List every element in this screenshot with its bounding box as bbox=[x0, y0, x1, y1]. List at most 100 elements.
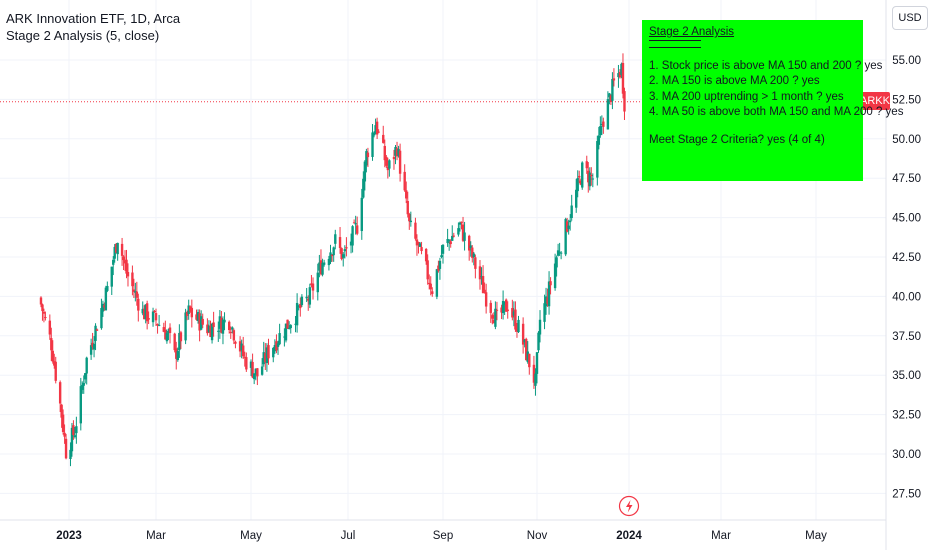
note-title: Stage 2 Analysis bbox=[649, 26, 735, 38]
candle-body bbox=[164, 330, 167, 340]
note-line-1: 1. Stock price is above MA 150 and 200 ?… bbox=[649, 59, 883, 72]
candle-body bbox=[537, 332, 540, 351]
indicator-label[interactable]: Stage 2 Analysis (5, close) bbox=[6, 28, 160, 43]
candle-body bbox=[617, 73, 620, 78]
candle-body bbox=[618, 71, 622, 78]
candle-body bbox=[310, 283, 313, 286]
candle-body bbox=[276, 343, 280, 347]
stage2-analysis-note[interactable]: Stage 2 Analysis 1. Stock price is above… bbox=[642, 20, 903, 181]
price-axis[interactable]: 27.50 30.00 32.50 35.00 37.50 40.00 42.50 45.00… bbox=[892, 55, 921, 500]
candle-body bbox=[349, 241, 353, 246]
candle-body bbox=[596, 141, 599, 178]
candle-body bbox=[254, 368, 257, 375]
candle-body bbox=[398, 150, 402, 174]
candle-body bbox=[273, 345, 277, 352]
candle-body bbox=[512, 311, 516, 316]
candle-body bbox=[591, 178, 595, 180]
candle-body bbox=[429, 283, 432, 290]
candle-body bbox=[525, 338, 528, 361]
candle-body bbox=[447, 240, 451, 242]
candle-body bbox=[461, 224, 465, 241]
candle-body bbox=[467, 235, 471, 251]
candle-body bbox=[251, 361, 254, 378]
price-tick-label: 42.50 bbox=[892, 252, 921, 264]
chart-legend: ARK Innovation ETF, 1D, Arca Stage 2 Ana… bbox=[6, 10, 180, 44]
candle-body bbox=[316, 272, 319, 293]
note-line-2: 2. MA 150 is above MA 200 ? yes bbox=[649, 75, 820, 88]
candle-body bbox=[231, 327, 234, 330]
candle-body bbox=[492, 319, 496, 324]
candle-body bbox=[92, 343, 96, 350]
candle-body bbox=[343, 249, 347, 252]
candle-body bbox=[50, 338, 53, 351]
candle-body bbox=[576, 178, 579, 192]
candle-body bbox=[449, 241, 452, 245]
candle-body bbox=[345, 247, 348, 249]
candle-body bbox=[621, 62, 625, 94]
candle-body bbox=[95, 329, 99, 331]
time-axis[interactable]: 2023 Mar May Jul Sep Nov 2024 Mar May bbox=[56, 530, 827, 542]
candle-body bbox=[495, 309, 499, 311]
candle-body bbox=[544, 296, 548, 307]
candle-body bbox=[137, 298, 140, 311]
candle-body bbox=[375, 121, 379, 135]
candle-body bbox=[101, 303, 105, 312]
price-tick-label: 52.50 bbox=[892, 94, 921, 106]
candle-body bbox=[229, 331, 232, 334]
candle-body bbox=[227, 321, 231, 331]
candle-body bbox=[383, 145, 386, 161]
candle-body bbox=[278, 333, 281, 345]
candle-body bbox=[240, 343, 243, 351]
candle-body bbox=[435, 269, 439, 297]
candle-body bbox=[500, 307, 503, 313]
candle-body bbox=[122, 256, 125, 261]
candle-body bbox=[559, 252, 563, 254]
grid bbox=[0, 0, 887, 550]
candle-body bbox=[438, 260, 442, 269]
candle-body bbox=[44, 317, 47, 319]
candle-body bbox=[300, 296, 304, 306]
candle-body bbox=[338, 237, 342, 248]
candle-body bbox=[446, 238, 449, 244]
candle-body bbox=[299, 303, 302, 309]
candle-body bbox=[48, 320, 52, 335]
candle-body bbox=[94, 325, 97, 341]
candle-body bbox=[131, 272, 134, 287]
candle-body bbox=[294, 323, 297, 325]
candle-body bbox=[394, 146, 397, 156]
candle-body bbox=[590, 174, 593, 176]
candle-body bbox=[606, 99, 610, 130]
price-tick-label: 32.50 bbox=[892, 410, 921, 422]
candle-body bbox=[469, 245, 472, 249]
candle-body bbox=[386, 166, 390, 171]
candle-body bbox=[484, 292, 488, 307]
candle-body bbox=[70, 427, 74, 452]
candle-body bbox=[238, 341, 242, 352]
candle-body bbox=[75, 426, 78, 434]
candle-body bbox=[153, 310, 156, 312]
candle-body bbox=[555, 257, 558, 268]
candle-body bbox=[440, 255, 443, 258]
candle-body bbox=[351, 226, 354, 246]
candle-body bbox=[308, 287, 312, 305]
candle-body bbox=[175, 348, 178, 359]
candle-body bbox=[85, 357, 88, 374]
candle-body bbox=[503, 301, 506, 305]
time-tick-label: Sep bbox=[433, 530, 453, 542]
candle-body bbox=[209, 325, 212, 338]
candle-body bbox=[91, 342, 94, 347]
candle-body bbox=[60, 404, 63, 418]
candle-body bbox=[489, 302, 492, 313]
symbol-title[interactable]: ARK Innovation ETF, 1D, Arca bbox=[6, 11, 181, 26]
candle-body bbox=[474, 257, 477, 269]
candle-body bbox=[157, 324, 161, 326]
candle-body bbox=[365, 151, 368, 166]
candle-body bbox=[187, 305, 190, 314]
currency-button[interactable]: USD bbox=[892, 6, 928, 30]
candle-body bbox=[199, 316, 203, 330]
candle-body bbox=[113, 246, 116, 259]
price-tick-label: 47.50 bbox=[892, 173, 921, 185]
candle-body bbox=[417, 242, 420, 245]
